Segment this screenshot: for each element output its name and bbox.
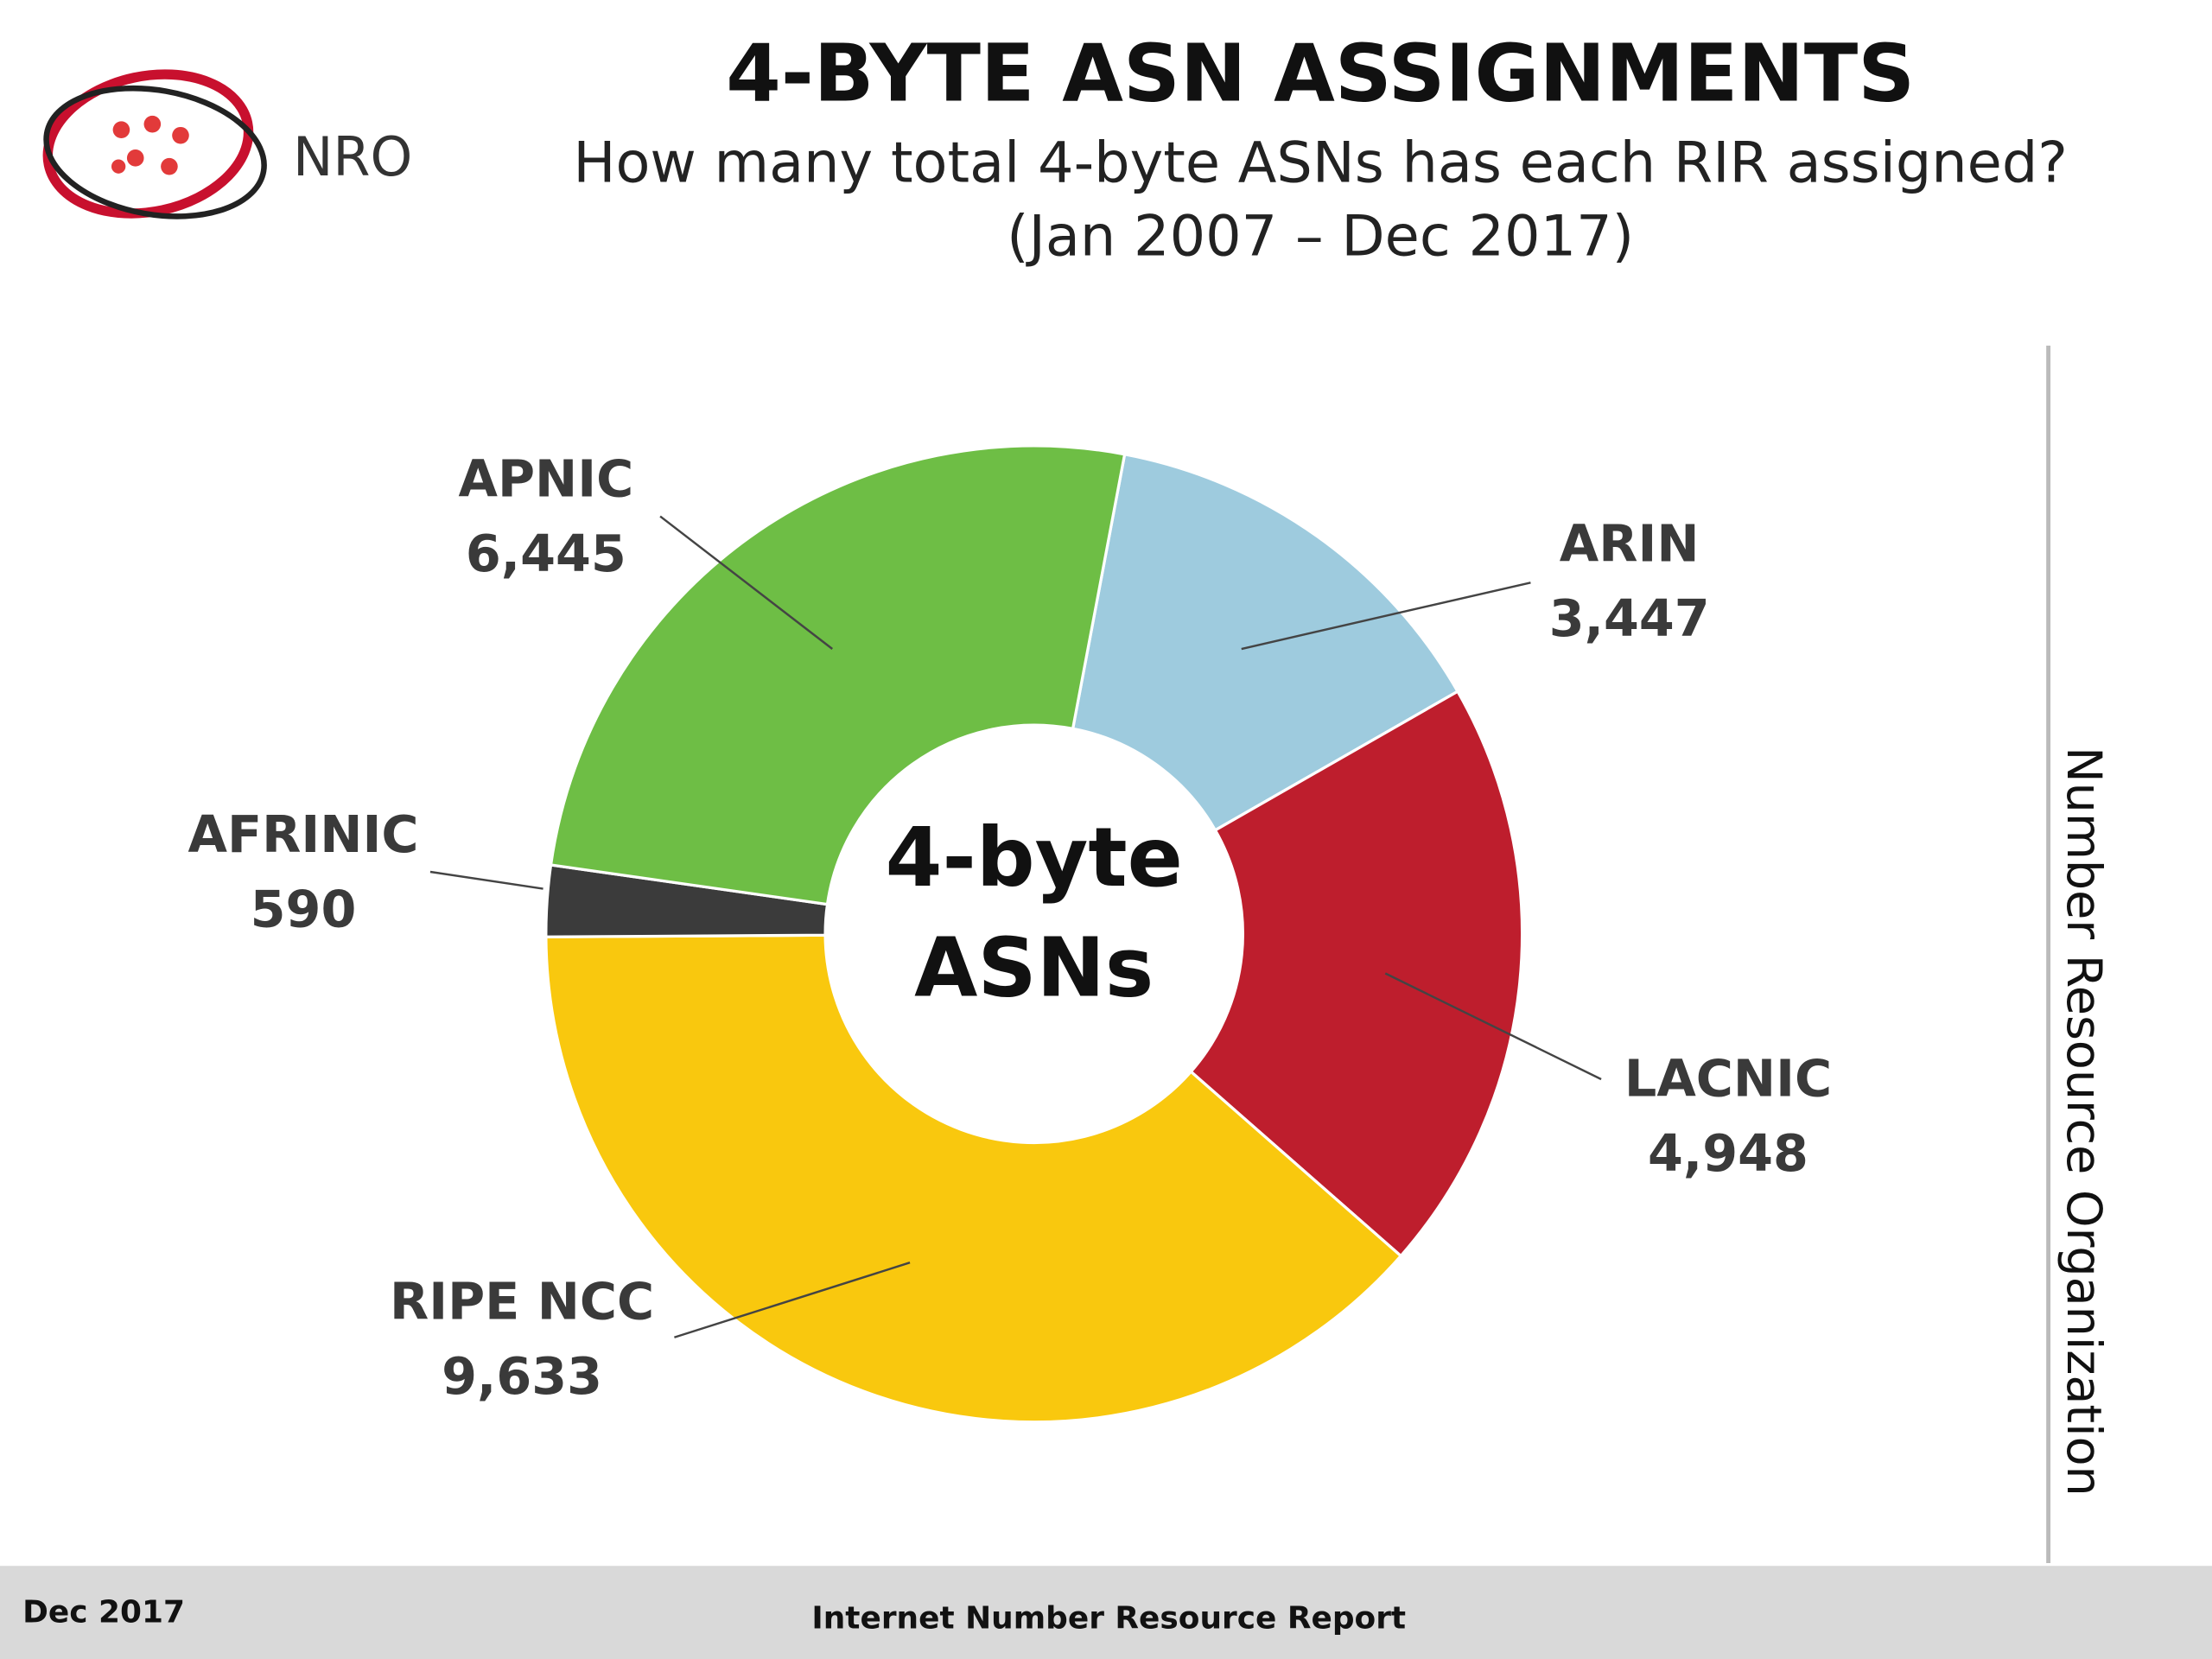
center-label: ASNs <box>914 920 1154 1015</box>
leader-line <box>1241 582 1531 651</box>
footer-bar <box>0 1566 2212 1659</box>
leader-line <box>659 515 834 650</box>
footer-date: Dec 2017 <box>22 1595 185 1630</box>
donut-slice <box>544 933 1403 1424</box>
donut-chart: ARIN 3,447 LACNIC 4,948 RIPE NCC 9,633 AFRINIC… <box>188 444 1832 1424</box>
subtitle: How many total 4-byte ASNs has each RIR … <box>573 130 2068 196</box>
center-label: 4-byte <box>886 810 1183 906</box>
slice-label: AFRINIC <box>188 804 419 864</box>
value-label: 590 <box>251 879 357 938</box>
leader-line <box>1384 972 1602 1081</box>
logo-ring <box>42 69 254 219</box>
value-label: 6,445 <box>466 524 626 583</box>
logo-ring <box>43 85 267 219</box>
donut-slice <box>1189 689 1524 1258</box>
value-label: 4,948 <box>1648 1123 1808 1183</box>
value-label: 3,447 <box>1549 588 1710 648</box>
donut-slice <box>1071 452 1460 833</box>
logo-dots <box>111 115 189 175</box>
logo-text: NRO <box>293 125 412 188</box>
slice-label: APNIC <box>458 448 633 508</box>
slice-label: RIPE NCC <box>390 1271 654 1331</box>
leader-line <box>674 1262 911 1338</box>
sidebar-text: Number Resource Organization <box>2056 747 2112 1497</box>
slice-label: ARIN <box>1560 514 1700 574</box>
slice-label: LACNIC <box>1624 1048 1832 1108</box>
leader-line <box>429 870 543 890</box>
footer-report: Internet Number Resource Report <box>811 1600 1406 1636</box>
logo: NRO <box>42 69 412 219</box>
title: 4-BYTE ASN ASSIGNMENTS <box>726 27 1915 119</box>
period: (Jan 2007 – Dec 2017) <box>1007 204 1634 270</box>
donut-slice <box>549 444 1127 906</box>
value-label: 9,633 <box>442 1346 602 1406</box>
